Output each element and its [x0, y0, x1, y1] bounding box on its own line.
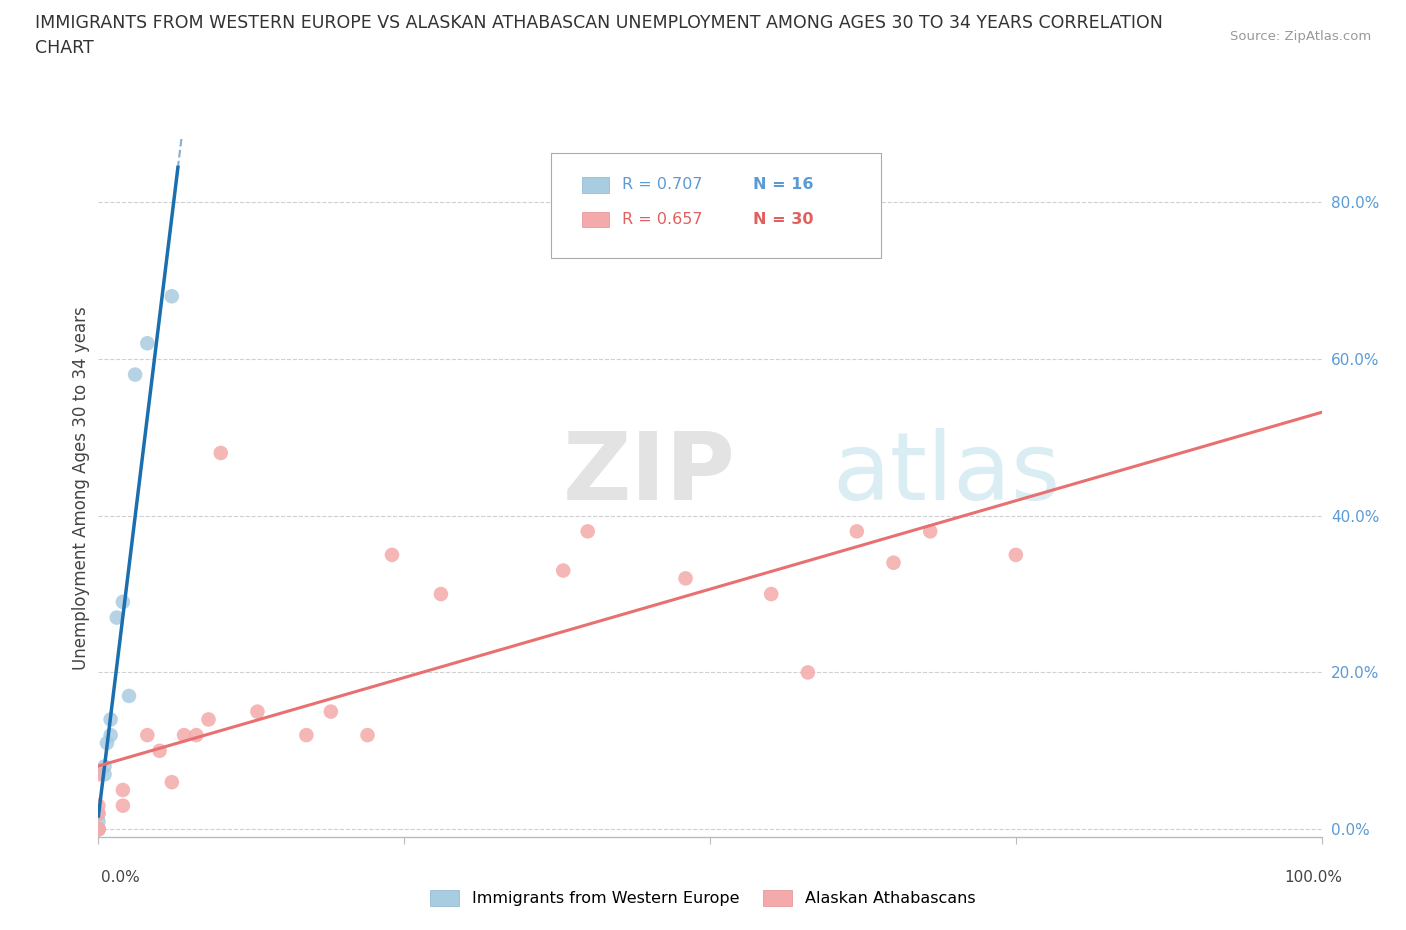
Point: [87, 822, 110, 837]
Point: [87, 822, 110, 837]
Point: [93, 759, 115, 774]
Point: [209, 445, 232, 460]
Point: [173, 727, 195, 742]
Text: N = 30: N = 30: [752, 212, 813, 227]
FancyBboxPatch shape: [582, 212, 609, 228]
FancyBboxPatch shape: [551, 153, 882, 259]
Text: 0.0%: 0.0%: [101, 870, 141, 884]
Point: [319, 704, 342, 719]
Point: [883, 555, 905, 570]
Point: [160, 289, 183, 304]
Point: [160, 775, 183, 790]
FancyBboxPatch shape: [582, 178, 609, 193]
Text: N = 16: N = 16: [752, 178, 813, 193]
Point: [100, 712, 122, 727]
Point: [111, 782, 134, 797]
Point: [87, 822, 110, 837]
Point: [197, 712, 219, 727]
Y-axis label: Unemployment Among Ages 30 to 34 years: Unemployment Among Ages 30 to 34 years: [72, 306, 90, 671]
Point: [186, 727, 208, 742]
Point: [149, 743, 172, 758]
Point: [87, 822, 110, 837]
Point: [356, 727, 378, 742]
Point: [87, 798, 110, 813]
Text: R = 0.707: R = 0.707: [621, 178, 703, 193]
Point: [576, 524, 599, 538]
Point: [111, 798, 134, 813]
Point: [430, 587, 453, 602]
Point: [87, 822, 110, 837]
Point: [87, 814, 110, 829]
Point: [87, 822, 110, 837]
Legend: Immigrants from Western Europe, Alaskan Athabascans: Immigrants from Western Europe, Alaskan …: [425, 884, 981, 912]
Text: atlas: atlas: [832, 429, 1060, 520]
Text: R = 0.657: R = 0.657: [621, 212, 703, 227]
Point: [96, 736, 118, 751]
Point: [246, 704, 269, 719]
Point: [100, 727, 122, 742]
Point: [87, 806, 110, 821]
Point: [87, 806, 110, 821]
Point: [381, 548, 404, 563]
Point: [111, 594, 134, 609]
Text: Source: ZipAtlas.com: Source: ZipAtlas.com: [1230, 30, 1371, 43]
Text: 100.0%: 100.0%: [1285, 870, 1343, 884]
Point: [93, 767, 115, 782]
Point: [920, 524, 942, 538]
Point: [295, 727, 318, 742]
Text: CHART: CHART: [35, 39, 94, 57]
Point: [797, 665, 820, 680]
Point: [136, 727, 159, 742]
Point: [675, 571, 697, 586]
Text: IMMIGRANTS FROM WESTERN EUROPE VS ALASKAN ATHABASCAN UNEMPLOYMENT AMONG AGES 30 : IMMIGRANTS FROM WESTERN EUROPE VS ALASKA…: [35, 14, 1163, 32]
Point: [118, 688, 141, 703]
Point: [136, 336, 159, 351]
Point: [761, 587, 783, 602]
Point: [87, 767, 110, 782]
Point: [124, 367, 146, 382]
Point: [553, 563, 575, 578]
Point: [845, 524, 868, 538]
Point: [1004, 548, 1026, 563]
Text: ZIP: ZIP: [564, 429, 737, 520]
Point: [105, 610, 128, 625]
